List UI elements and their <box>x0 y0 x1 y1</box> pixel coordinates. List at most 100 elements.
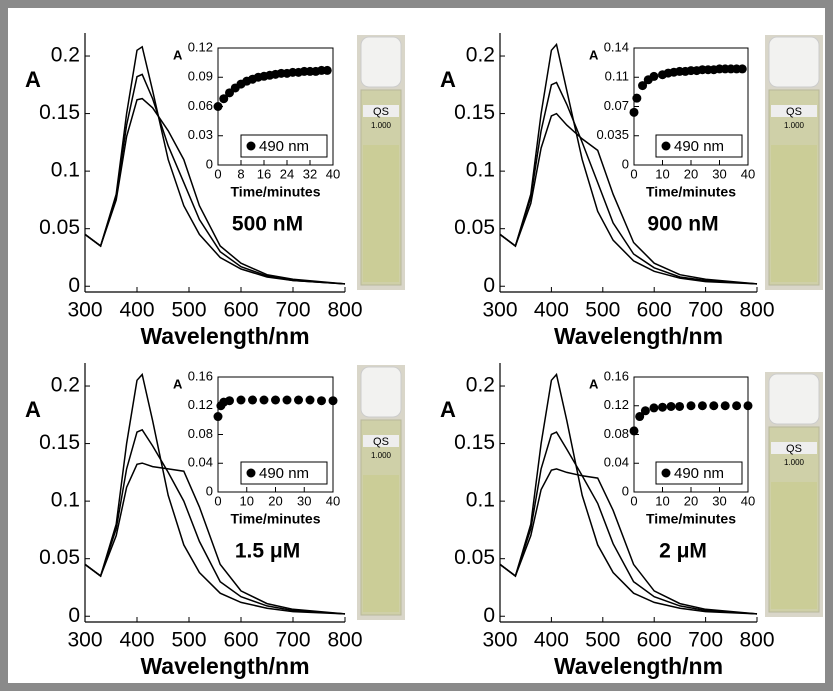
data-point <box>709 401 719 411</box>
x-tick-label: 32 <box>303 166 317 181</box>
x-tick-label: 300 <box>67 629 102 652</box>
x-axis-label: Wavelength/nm <box>140 653 309 679</box>
x-tick-label: 20 <box>684 166 698 181</box>
spectrum-line <box>499 42 758 285</box>
data-point <box>697 401 707 411</box>
data-point <box>317 396 326 406</box>
cuvette-brand: QS <box>373 106 389 118</box>
x-tick-label: 300 <box>482 299 517 322</box>
data-point <box>743 401 753 411</box>
x-axis-label: Wavelength/nm <box>554 653 723 679</box>
y-tick-label: 0.2 <box>51 44 80 67</box>
spectrum-line <box>499 372 758 615</box>
cuvette-cap <box>360 366 402 418</box>
data-point <box>635 412 645 422</box>
data-point <box>271 395 280 405</box>
legend-label: 490 nm <box>674 138 724 155</box>
y-tick-label: 0 <box>483 274 495 297</box>
y-tick-label: 0.2 <box>466 44 495 67</box>
x-tick-label: 400 <box>119 629 154 652</box>
data-point <box>640 406 650 416</box>
legend-box <box>240 134 328 158</box>
data-point <box>666 401 676 411</box>
y-tick-label: 0 <box>622 483 629 498</box>
y-tick-label: 0.035 <box>596 127 629 142</box>
cuvette-volume: 1.000 <box>784 121 805 130</box>
y-tick-label: 0.06 <box>188 98 213 113</box>
data-point <box>649 403 659 413</box>
x-tick-label: 400 <box>119 299 154 322</box>
x-tick-label: 600 <box>223 299 258 322</box>
legend-box <box>655 134 743 158</box>
x-tick-label: 24 <box>280 166 294 181</box>
cuvette-brand: QS <box>786 106 802 118</box>
y-tick-label: 0 <box>206 156 213 171</box>
data-point <box>236 395 246 405</box>
cuvette-liquid <box>363 475 399 612</box>
x-tick-label: 30 <box>712 493 726 508</box>
legend-box <box>240 461 328 485</box>
y-tick-label: 0.1 <box>51 489 80 512</box>
y-tick-label: 0 <box>68 274 80 297</box>
x-tick-label: 700 <box>275 299 310 322</box>
data-point <box>282 395 292 405</box>
legend-label: 490 nm <box>674 465 724 482</box>
x-tick-label: 20 <box>684 493 698 508</box>
data-point <box>213 102 223 111</box>
x-tick-label: 800 <box>739 299 774 322</box>
x-axis-label: Time/minutes <box>231 511 321 527</box>
data-point <box>294 395 303 405</box>
legend-marker <box>661 468 671 478</box>
y-axis-label: A <box>173 376 183 391</box>
data-point <box>248 395 257 405</box>
y-tick-label: 0 <box>206 483 213 498</box>
y-tick-label: 0.04 <box>604 455 629 470</box>
y-tick-label: 0.15 <box>39 431 80 454</box>
x-tick-label: 0 <box>214 493 221 508</box>
y-axis-label: A <box>589 376 599 391</box>
x-tick-label: 600 <box>637 629 672 652</box>
data-point <box>259 395 269 405</box>
data-point <box>675 401 685 411</box>
x-tick-label: 10 <box>655 493 669 508</box>
spectrum-line <box>84 73 346 285</box>
x-tick-label: 400 <box>534 629 569 652</box>
y-tick-label: 0.12 <box>188 397 213 412</box>
x-tick-label: 700 <box>275 629 310 652</box>
cuvette-liquid <box>771 482 817 609</box>
y-tick-label: 0.16 <box>188 368 213 383</box>
x-tick-label: 300 <box>67 299 102 322</box>
data-point <box>737 64 747 74</box>
legend-marker <box>661 141 671 151</box>
annotation: 900 nM <box>647 213 718 236</box>
cuvette-tag <box>771 105 817 117</box>
y-tick-label: 0.12 <box>188 39 213 54</box>
x-tick-label: 500 <box>585 629 620 652</box>
x-tick-label: 500 <box>171 629 206 652</box>
x-tick-label: 0 <box>630 493 637 508</box>
y-tick-label: 0.08 <box>188 426 213 441</box>
y-axis-label: A <box>440 67 456 92</box>
x-axis-label: Wavelength/nm <box>554 323 723 349</box>
y-tick-label: 0.2 <box>51 374 80 397</box>
x-tick-label: 800 <box>327 629 362 652</box>
y-tick-label: 0.05 <box>454 216 495 239</box>
y-tick-label: 0 <box>622 156 629 171</box>
data-point <box>649 71 659 81</box>
y-tick-label: 0 <box>68 604 80 627</box>
annotation: 2 μM <box>659 540 707 563</box>
x-tick-label: 10 <box>655 166 669 181</box>
x-tick-label: 800 <box>327 299 362 322</box>
y-tick-label: 0 <box>483 604 495 627</box>
x-axis-label: Wavelength/nm <box>140 323 309 349</box>
x-axis-label: Time/minutes <box>646 511 736 527</box>
spectrum-line <box>499 112 758 285</box>
annotation: 500 nM <box>232 213 303 236</box>
x-tick-label: 8 <box>237 166 244 181</box>
spectrum-line <box>84 372 346 615</box>
data-point <box>632 93 642 103</box>
data-point <box>213 412 223 422</box>
legend-label: 490 nm <box>259 465 309 482</box>
y-tick-label: 0.16 <box>604 368 629 383</box>
